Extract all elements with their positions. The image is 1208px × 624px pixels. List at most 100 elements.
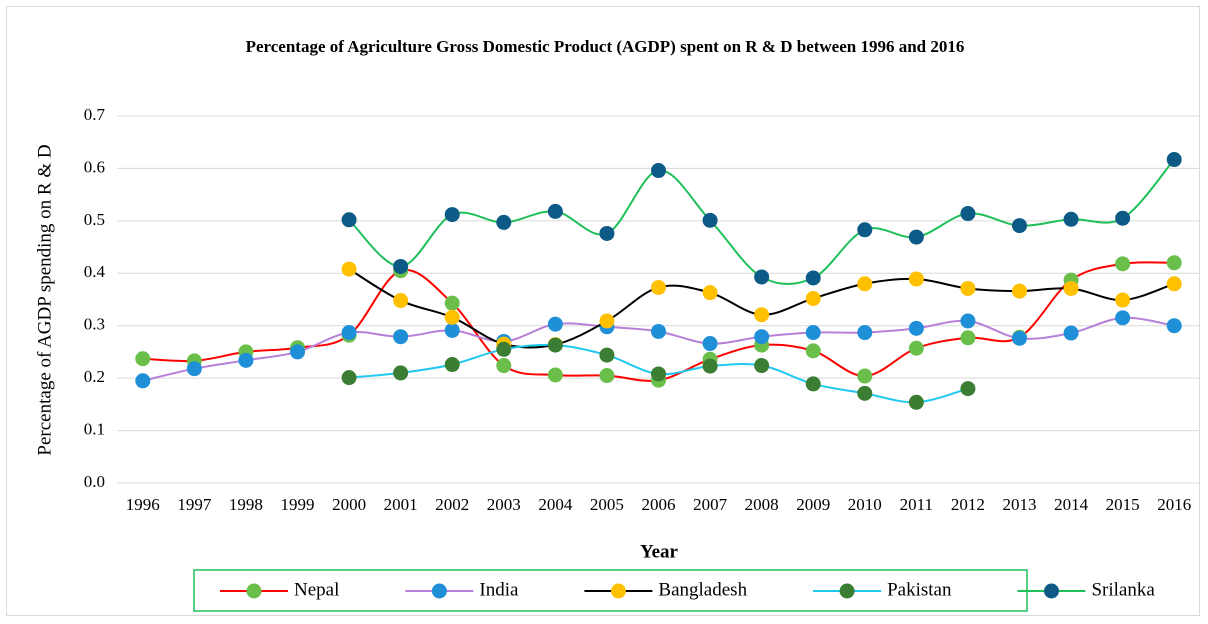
y-tick-label: 0.1 (84, 419, 105, 438)
legend-marker (610, 583, 626, 599)
x-tick-label: 2011 (900, 495, 933, 514)
chart-title: Percentage of Agriculture Gross Domestic… (245, 37, 965, 56)
point (857, 385, 873, 401)
point (960, 313, 976, 329)
point (444, 322, 460, 338)
x-tick-label: 1998 (229, 495, 263, 514)
x-tick-label: 2001 (384, 495, 418, 514)
point (290, 344, 305, 360)
point (908, 394, 924, 410)
point (960, 280, 976, 296)
point (1166, 152, 1182, 168)
y-tick-label: 0.6 (84, 157, 105, 176)
point (1012, 330, 1027, 346)
point (393, 365, 409, 381)
point (754, 269, 770, 285)
point (135, 373, 151, 389)
point (547, 203, 563, 219)
point (651, 366, 666, 382)
x-tick-label: 1996 (126, 495, 160, 514)
point (960, 206, 976, 222)
legend-marker (431, 583, 447, 599)
legend-label: Bangladesh (658, 579, 747, 600)
point (186, 361, 202, 377)
point (547, 337, 563, 353)
x-tick-label: 1999 (281, 495, 315, 514)
point (1063, 325, 1079, 341)
point (960, 330, 976, 346)
point (702, 285, 718, 301)
point (1115, 310, 1131, 326)
point (702, 358, 718, 374)
point (547, 316, 563, 332)
x-tick-label: 2016 (1157, 495, 1191, 514)
x-tick-label: 2003 (487, 495, 521, 514)
x-tick-label: 2005 (590, 495, 624, 514)
legend-marker (246, 583, 262, 599)
point (805, 290, 821, 306)
x-tick-label: 2010 (848, 495, 882, 514)
point (1115, 292, 1131, 308)
series-line (348, 158, 1175, 286)
y-axis-label: Percentage of AGDP spending on R & D (34, 144, 55, 455)
point (341, 212, 357, 228)
y-tick-label: 0.2 (84, 367, 105, 386)
x-tick-label: 2006 (642, 495, 676, 514)
point (1012, 283, 1027, 299)
legend-marker (839, 583, 855, 599)
point (1115, 256, 1131, 272)
point (599, 347, 615, 363)
point (754, 307, 770, 323)
point (135, 351, 151, 367)
point (702, 336, 718, 352)
point (651, 323, 666, 339)
point (599, 225, 615, 241)
point (805, 343, 821, 359)
point (805, 376, 821, 392)
legend-label: Srilanka (1091, 579, 1155, 600)
x-tick-label: 2013 (1003, 495, 1037, 514)
point (908, 271, 924, 287)
point (496, 341, 512, 357)
point (1115, 210, 1131, 226)
chart-frame (6, 6, 1200, 616)
point (393, 258, 409, 274)
point (1166, 276, 1182, 292)
point (444, 295, 460, 311)
x-tick-label: 1997 (177, 495, 212, 514)
point (496, 358, 512, 374)
point (393, 293, 409, 309)
point (960, 381, 976, 397)
point (599, 368, 615, 384)
legend-label: Pakistan (887, 579, 952, 600)
point (496, 214, 512, 230)
point (444, 357, 460, 373)
x-tick-label: 2009 (796, 495, 830, 514)
x-tick-label: 2004 (538, 495, 573, 514)
y-tick-label: 0.3 (84, 315, 105, 334)
y-tick-label: 0.7 (84, 105, 106, 124)
point (908, 320, 924, 336)
point (341, 370, 357, 386)
point (908, 229, 924, 245)
x-tick-label: 2015 (1106, 495, 1140, 514)
point (1166, 255, 1182, 271)
point (1063, 280, 1079, 296)
point (547, 367, 563, 383)
y-tick-label: 0.4 (84, 262, 106, 281)
point (857, 276, 873, 292)
point (908, 340, 924, 356)
point (393, 329, 409, 345)
x-axis-label: Year (640, 541, 679, 562)
point (857, 325, 873, 341)
legend-label: Nepal (294, 579, 339, 600)
legend-marker (1043, 583, 1059, 599)
y-tick-label: 0.0 (84, 472, 105, 491)
point (238, 352, 254, 368)
y-tick-label: 0.5 (84, 210, 105, 229)
point (341, 261, 357, 277)
point (702, 212, 718, 228)
x-tick-label: 2000 (332, 495, 366, 514)
